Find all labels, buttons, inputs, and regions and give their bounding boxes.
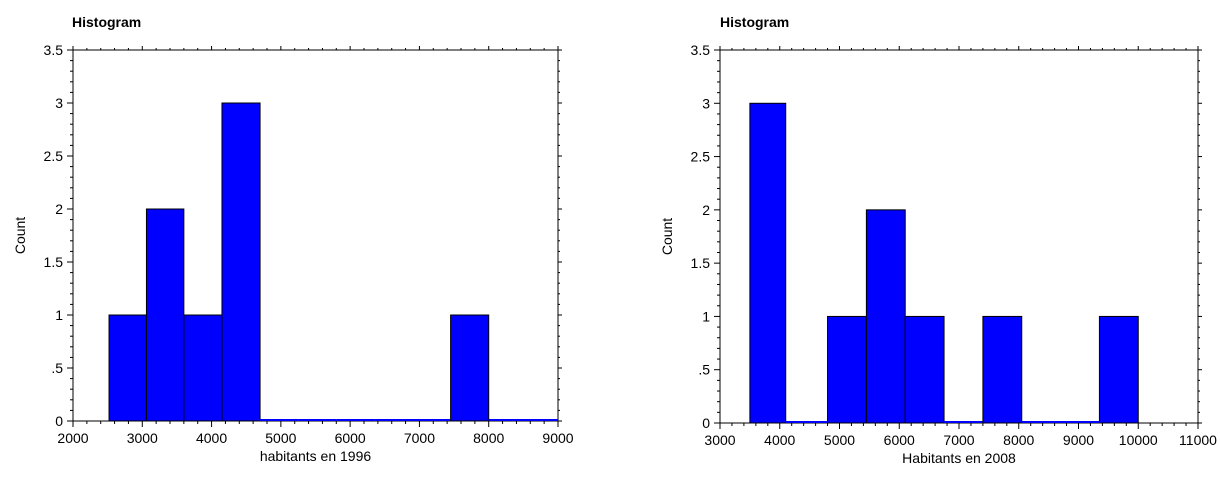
histogram-bar <box>865 209 906 424</box>
histogram-bar <box>827 315 867 424</box>
histogram-bar <box>1098 315 1139 424</box>
y-tick-label: 2.5 <box>691 149 711 165</box>
x-tick-label: 9000 <box>542 430 573 446</box>
y-tick-label: .5 <box>698 362 710 378</box>
histogram-2008-chart: 3000 4000 5000 6000 7000 8000 9000 10000 11000 0.… <box>659 42 1217 466</box>
histogram-bar <box>108 314 147 422</box>
x-axis-label: habitants en 1996 <box>260 448 372 464</box>
histogram-bar <box>749 102 787 424</box>
histogram-bar <box>982 315 1023 424</box>
chart-title: Histogram <box>720 14 790 30</box>
y-axis-label: Count <box>659 218 675 255</box>
x-tick-label: 6000 <box>335 430 366 446</box>
y-tick-label: 2 <box>55 201 63 217</box>
y-axis-label: Count <box>12 217 28 254</box>
histogram-bar <box>183 314 223 422</box>
x-tick-label: 3000 <box>127 430 158 446</box>
y-tick-label: 3.5 <box>44 42 64 58</box>
y-tick-label: 1 <box>702 308 710 324</box>
y-tick-label: 3 <box>55 95 63 111</box>
histogram-2008-panel: Histogram 3000 4000 5000 6000 7000 8000 9000 10… <box>610 0 1220 485</box>
y-tick-label: 2.5 <box>44 148 64 164</box>
chart-title: Histogram <box>72 14 142 30</box>
histogram-bar <box>904 315 945 424</box>
x-tick-label: 7000 <box>404 430 435 446</box>
x-tick-label: 8000 <box>473 430 504 446</box>
histogram-bar <box>145 208 185 422</box>
x-axis-label: Habitants en 2008 <box>902 450 1016 466</box>
histogram-1996-chart: 2000 3000 4000 5000 6000 7000 8000 9000 0 .5 1 1.5 2… <box>12 42 574 464</box>
histogram-bar <box>221 102 261 422</box>
histogram-1996-panel: Histogram 2000 3000 4000 5000 6000 7000 8000 90… <box>12 14 574 464</box>
x-tick-label: 6000 <box>884 432 915 448</box>
y-tick-label: 1.5 <box>44 254 64 270</box>
y-tick-label: 0 <box>55 413 63 429</box>
x-tick-label: 9000 <box>1063 432 1094 448</box>
y-tick-label: 1.5 <box>691 255 711 271</box>
histogram-bar <box>450 314 490 422</box>
y-tick-label: 0 <box>702 415 710 431</box>
y-tick-label: 1 <box>55 307 63 323</box>
x-tick-label: 4000 <box>764 432 795 448</box>
x-tick-label: 11000 <box>1179 432 1217 448</box>
x-tick-label: 5000 <box>265 430 296 446</box>
x-tick-label: 7000 <box>943 432 974 448</box>
x-tick-label: 3000 <box>704 432 735 448</box>
y-tick-label: 3 <box>702 95 710 111</box>
x-tick-label: 10000 <box>1119 432 1158 448</box>
x-tick-label: 2000 <box>57 430 88 446</box>
x-tick-label: 4000 <box>196 430 227 446</box>
y-tick-label: 2 <box>702 202 710 218</box>
x-tick-label: 8000 <box>1003 432 1034 448</box>
y-tick-label: 3.5 <box>691 42 711 58</box>
y-tick-label: .5 <box>51 360 63 376</box>
x-tick-label: 5000 <box>824 432 855 448</box>
